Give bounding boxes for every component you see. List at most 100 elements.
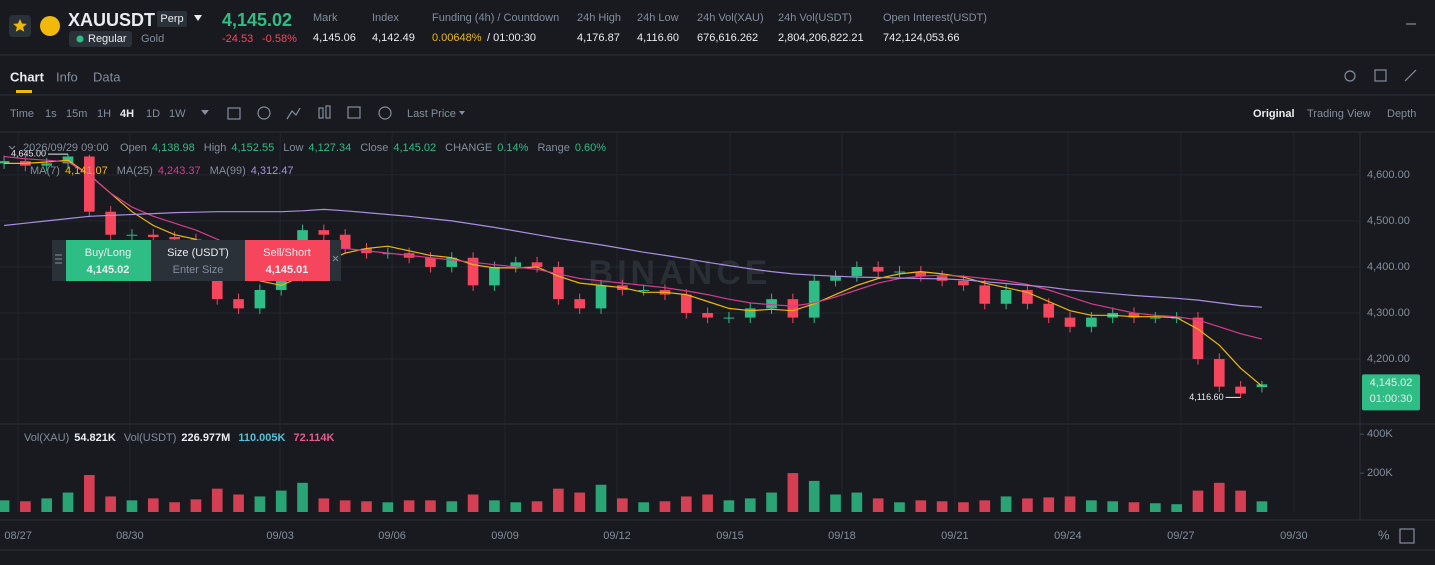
stat-label: Funding (4h) / Countdown [432, 12, 559, 24]
price-type-select[interactable]: Last Price [407, 108, 456, 120]
interval-option[interactable]: 4H [120, 108, 134, 120]
candle-body [425, 257, 436, 267]
display-icon[interactable] [378, 106, 392, 120]
ma-label: MA(7) [30, 165, 60, 177]
close-button[interactable] [332, 255, 339, 262]
legend-label: Close [360, 142, 388, 154]
layout-icon[interactable] [1374, 69, 1387, 82]
volume-bar [915, 500, 927, 512]
candle-body [638, 289, 649, 291]
volume-bar [62, 492, 74, 512]
interval-option[interactable]: 15m [66, 108, 87, 120]
candle-body [680, 294, 692, 313]
candle-icon[interactable] [325, 105, 331, 119]
candle-body [1043, 303, 1055, 318]
candle-body [744, 308, 756, 318]
x-tick-label: 09/09 [491, 530, 519, 542]
candle-body [147, 234, 159, 238]
interval-option[interactable]: 1D [146, 108, 160, 120]
interval-option[interactable]: 1s [45, 108, 57, 120]
view-option[interactable]: Depth [1387, 108, 1416, 120]
volume-bar [851, 492, 863, 512]
volume-bar [467, 494, 479, 512]
volume-bar [1043, 497, 1055, 512]
buy-button[interactable] [66, 240, 151, 281]
size-label: Size (USDT) [167, 247, 229, 259]
candle-body [574, 299, 586, 309]
candle-body [872, 266, 884, 272]
expand-icon[interactable] [1404, 69, 1417, 82]
settings-icon[interactable] [347, 106, 361, 119]
volume-bar [41, 498, 53, 512]
interval-option[interactable]: 1W [169, 108, 186, 120]
volume-bar [1128, 502, 1140, 512]
star-icon [13, 19, 27, 32]
volume-bar [403, 500, 415, 512]
sell-button[interactable] [245, 240, 330, 281]
tab[interactable]: Info [56, 69, 78, 84]
watermark: BINANCE [589, 254, 772, 292]
vol-value: 72.114K [293, 432, 334, 444]
volume-bar [979, 500, 991, 512]
legend-label: CHANGE [445, 142, 492, 154]
ma-value: 4,243.37 [158, 165, 201, 177]
symbol-dropdown[interactable] [194, 15, 202, 21]
x-tick-label: 09/12 [603, 530, 631, 542]
add-indicator-icon[interactable] [257, 106, 271, 120]
volume-bar [105, 496, 116, 512]
candle-body [84, 156, 95, 212]
volume-bar [808, 480, 820, 512]
annotation: 4,645.00 [11, 149, 46, 159]
regular-pill [69, 31, 132, 47]
buy-price: 4,145.02 [87, 264, 130, 276]
percent-toggle[interactable]: % [1378, 527, 1390, 542]
chart-plot: BINANCE 4,645.00 4,116.60 4,145.02 01:00:30 [0, 133, 1420, 512]
tab[interactable]: Data [93, 69, 121, 84]
chart-type-icon[interactable] [286, 107, 301, 120]
view-option[interactable]: Trading View [1307, 108, 1371, 120]
legend-value: 4,138.98 [152, 142, 195, 154]
volume-bar [830, 494, 841, 512]
x-tick-label: 09/30 [1280, 530, 1308, 542]
collapse-icon[interactable] [8, 145, 16, 150]
vol-label: Vol(XAU) [24, 432, 69, 444]
candle-icon[interactable] [318, 107, 324, 119]
volume-bar [510, 502, 522, 512]
price-type-dropdown[interactable] [459, 111, 465, 115]
candle-body [531, 262, 543, 267]
stat-label: 24h High [577, 12, 621, 24]
scale-icon[interactable] [1399, 528, 1415, 544]
interval-option: Time [10, 108, 34, 120]
stat-label: 24h Low [637, 12, 679, 24]
volume-bar [553, 488, 564, 512]
sell-label: Sell/Short [263, 247, 311, 259]
drag-handle[interactable] [55, 254, 62, 264]
view-option[interactable]: Original [1253, 108, 1295, 120]
volume-bar [1149, 503, 1161, 512]
x-tick-label: 08/30 [116, 530, 144, 542]
x-tick-label: 09/21 [941, 530, 969, 542]
interval-dropdown[interactable] [201, 110, 209, 115]
legend-label: High [204, 142, 227, 154]
tab[interactable]: Chart [10, 69, 45, 84]
symbol[interactable]: XAUUSDT [68, 10, 155, 30]
candle-body [1128, 312, 1140, 318]
stat-label: Index [372, 12, 399, 24]
last-price-label: 4,145.02 [1370, 377, 1413, 389]
candle-body [553, 266, 564, 300]
stat-value: 0.00648% [432, 32, 482, 44]
stat-value: 4,142.49 [372, 32, 415, 44]
volume-bar [275, 490, 287, 512]
countdown: 01:00:30 [1370, 393, 1413, 405]
x-tick-label: 08/27 [4, 530, 32, 542]
legend-time: 2026/09/29 09:00 [23, 142, 109, 154]
calendar-icon[interactable] [227, 107, 241, 120]
size-input[interactable]: Enter Size [173, 264, 224, 276]
vol-value: 110.005K [238, 432, 285, 444]
status-dot [76, 35, 84, 43]
volume-bar [126, 500, 138, 512]
alert-icon[interactable] [1344, 70, 1356, 82]
sell-price: 4,145.01 [266, 264, 309, 276]
interval-option[interactable]: 1H [97, 108, 111, 120]
